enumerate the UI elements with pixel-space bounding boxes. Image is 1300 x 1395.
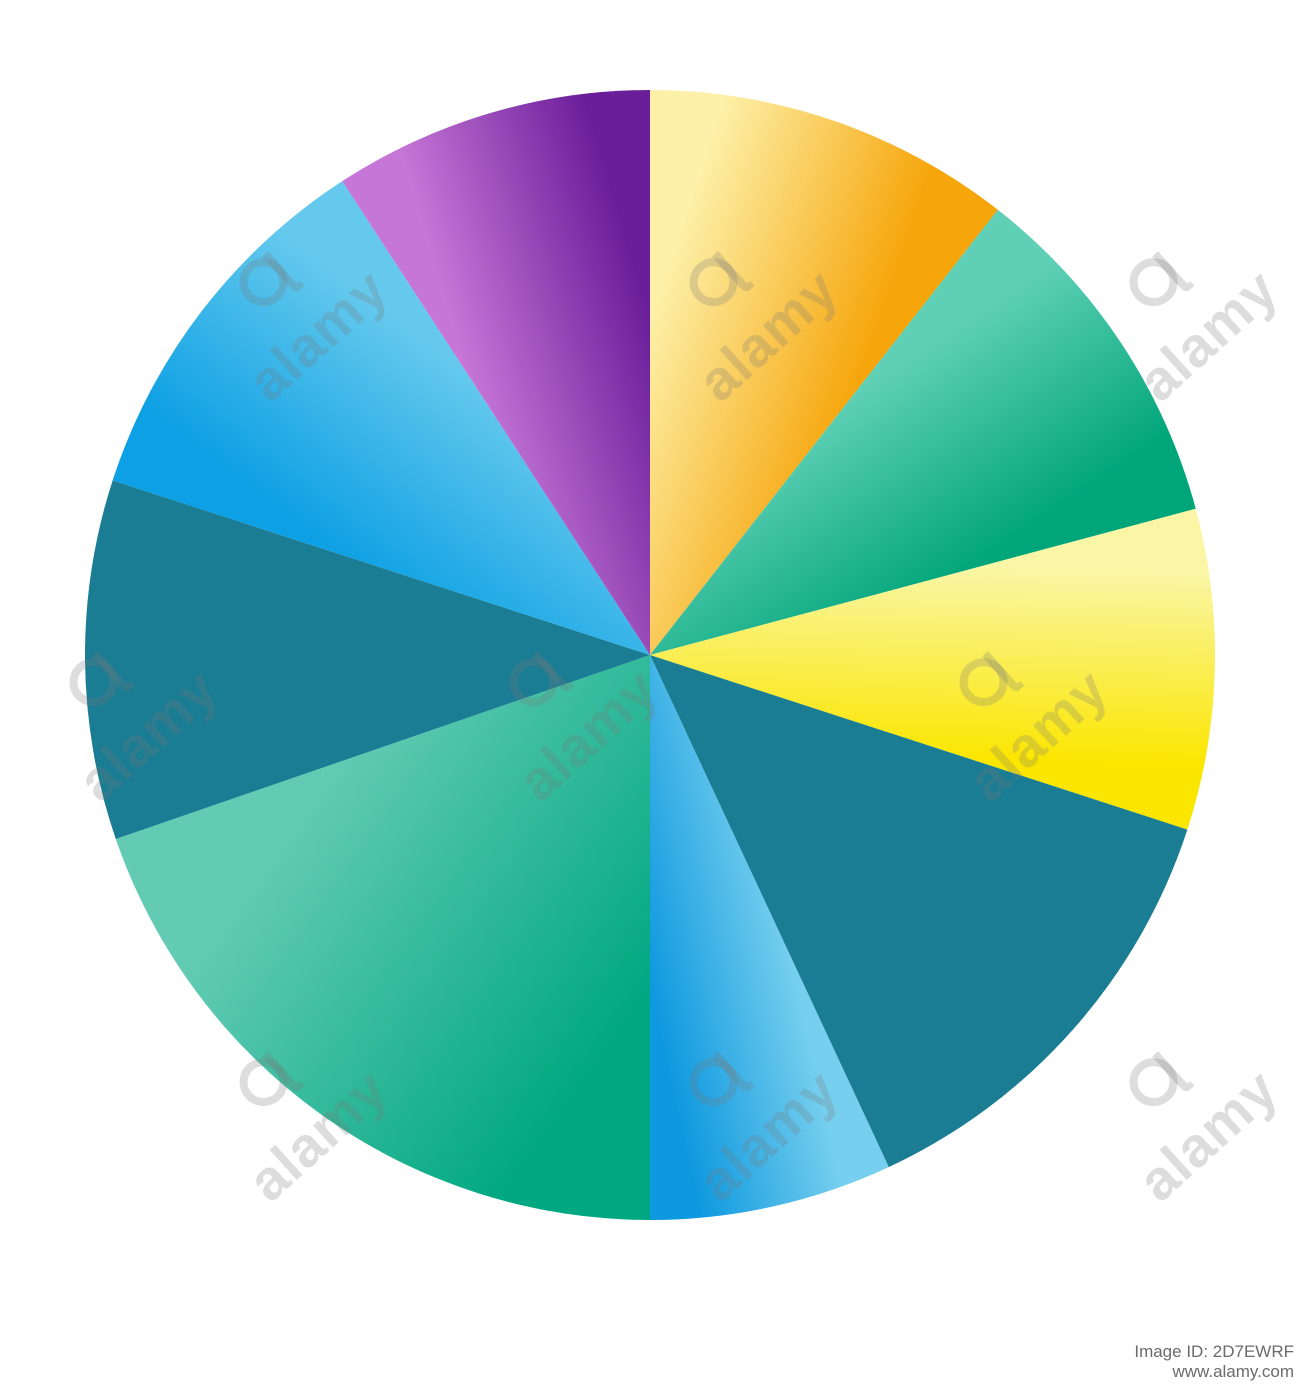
image-id-label: Image ID: 2D7EWRF bbox=[1134, 1342, 1294, 1362]
site-url-label: www.alamy.com bbox=[1172, 1362, 1294, 1382]
pie-chart bbox=[0, 0, 1300, 1395]
